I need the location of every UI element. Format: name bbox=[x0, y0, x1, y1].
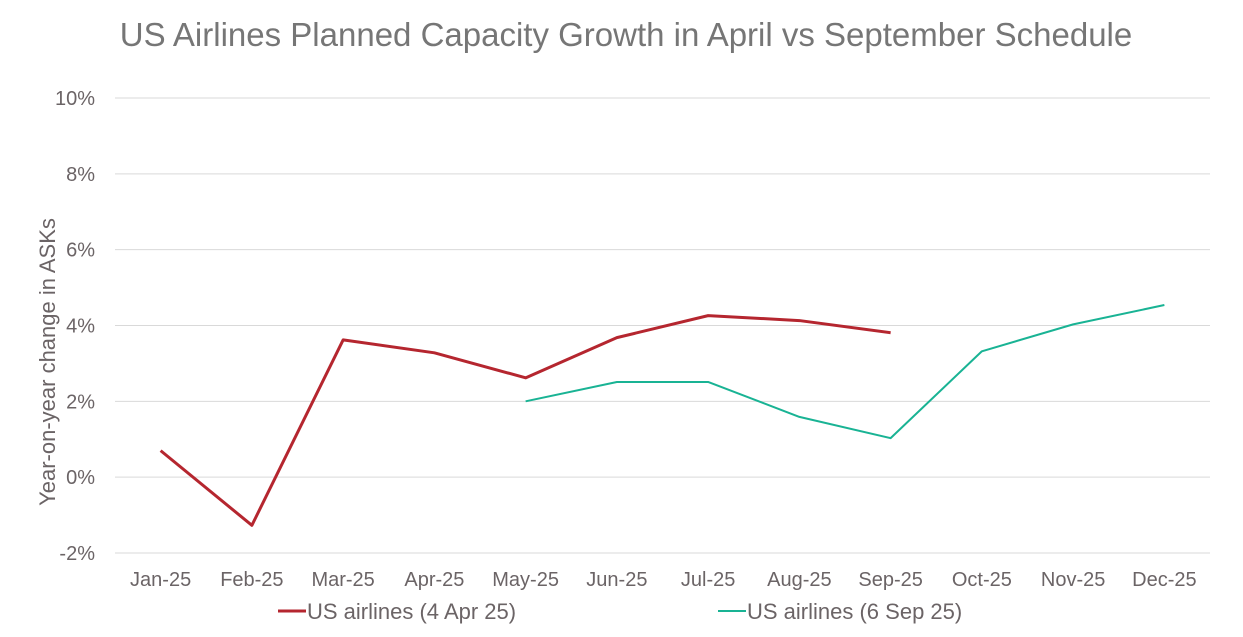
x-tick-label: May-25 bbox=[492, 569, 559, 591]
y-tick-label: -2% bbox=[59, 543, 95, 565]
x-tick-label: Jun-25 bbox=[586, 569, 647, 591]
legend-item: US airlines (6 Sep 25) bbox=[718, 599, 962, 624]
series-line-1 bbox=[525, 304, 1165, 440]
y-axis-title: Year-on-year change in ASKs bbox=[35, 218, 60, 506]
y-tick-label: 4% bbox=[66, 316, 95, 338]
x-tick-label: Jul-25 bbox=[681, 569, 735, 591]
x-tick-label: Feb-25 bbox=[220, 569, 283, 591]
y-tick-label: 8% bbox=[66, 164, 95, 186]
x-tick-label: Jan-25 bbox=[130, 569, 191, 591]
legend-item: US airlines (4 Apr 25) bbox=[278, 599, 516, 624]
y-axis-ticks: -2% 0% 2% 4% 6% 8% 10% bbox=[55, 88, 95, 565]
y-tick-label: 2% bbox=[66, 391, 95, 413]
x-tick-label: Apr-25 bbox=[404, 569, 464, 591]
y-tick-label: 10% bbox=[55, 88, 95, 110]
chart-title: US Airlines Planned Capacity Growth in A… bbox=[119, 16, 1133, 53]
gridlines bbox=[115, 97, 1210, 554]
x-tick-label: Dec-25 bbox=[1132, 569, 1196, 591]
x-tick-label: Mar-25 bbox=[311, 569, 374, 591]
y-tick-label: 6% bbox=[66, 240, 95, 262]
legend: US airlines (4 Apr 25) US airlines (6 Sep… bbox=[278, 599, 962, 624]
legend-label: US airlines (4 Apr 25) bbox=[307, 599, 516, 624]
x-tick-label: Sep-25 bbox=[858, 569, 923, 591]
x-axis-ticks: Jan-25 Feb-25 Mar-25 Apr-25 May-25 Jun-25 Jul-… bbox=[130, 569, 1197, 591]
x-tick-label: Nov-25 bbox=[1041, 569, 1105, 591]
x-tick-label: Oct-25 bbox=[952, 569, 1012, 591]
x-tick-label: Aug-25 bbox=[767, 569, 832, 591]
series-lines bbox=[159, 304, 1165, 527]
legend-label: US airlines (6 Sep 25) bbox=[747, 599, 962, 624]
y-tick-label: 0% bbox=[66, 467, 95, 489]
series-line-0 bbox=[159, 314, 891, 527]
